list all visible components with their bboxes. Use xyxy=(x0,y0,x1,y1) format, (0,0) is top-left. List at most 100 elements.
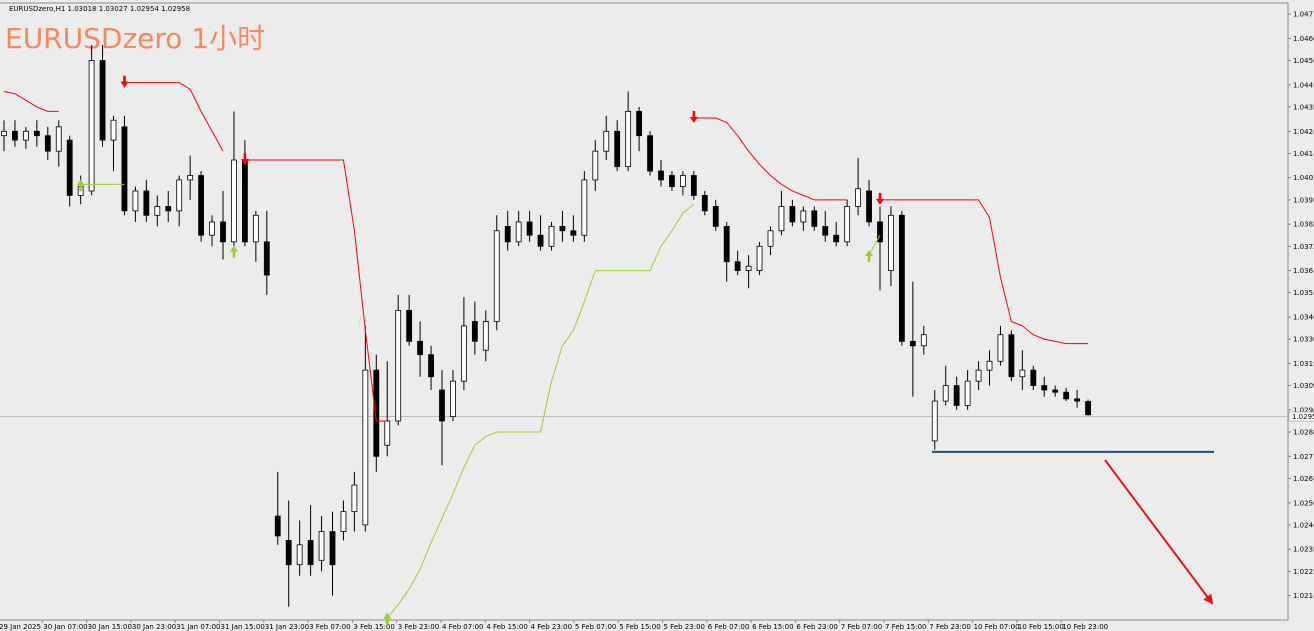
candle-body xyxy=(395,309,402,422)
y-tick-label: 1.0403 xyxy=(1293,174,1314,182)
candle-body xyxy=(986,360,993,371)
x-tick-label: 31 Jan 07:00 xyxy=(176,623,220,631)
candle-body xyxy=(723,225,730,263)
candle-body xyxy=(504,225,511,243)
y-tick-label: 1.0414 xyxy=(1293,150,1314,158)
candle-body xyxy=(66,139,73,196)
candle-body xyxy=(329,531,336,566)
candle-body xyxy=(1052,389,1059,393)
candle-body xyxy=(1063,391,1070,400)
y-tick-label: 1.0288 xyxy=(1293,429,1314,437)
candle-body xyxy=(811,210,818,227)
y-tick-label: 1.0393 xyxy=(1293,196,1314,204)
candle-body xyxy=(1030,369,1037,386)
y-tick-label: 1.0424 xyxy=(1293,128,1314,136)
candle-body xyxy=(88,60,95,192)
candle-body xyxy=(997,334,1004,362)
bid-label-box xyxy=(1288,411,1314,422)
candle-body xyxy=(800,210,807,223)
x-tick-label: 6 Feb 23:00 xyxy=(796,623,837,631)
candle-body xyxy=(12,130,18,141)
candle-body xyxy=(417,340,424,356)
candle-body xyxy=(690,175,697,196)
x-tick-label: 5 Feb 15:00 xyxy=(619,623,660,631)
bid-label: 1.0295 xyxy=(1292,413,1314,421)
candle-body xyxy=(406,309,413,342)
y-tick-label: 1.0309 xyxy=(1293,382,1314,390)
y-tick-label: 1.0298 xyxy=(1293,406,1314,414)
x-tick-label: 31 Jan 15:00 xyxy=(221,623,265,631)
y-tick-label: 1.0246 xyxy=(1293,521,1314,529)
candle-body xyxy=(33,130,40,137)
candle-body xyxy=(625,110,632,168)
candle-body xyxy=(975,369,982,382)
candle-body xyxy=(22,130,29,141)
x-tick-label: 10 Feb 23:00 xyxy=(1062,623,1108,631)
y-tick-label: 1.0267 xyxy=(1293,475,1314,483)
chart-title: EURUSDzero 1小时 xyxy=(5,22,265,55)
candle-body xyxy=(734,261,741,271)
candle-body xyxy=(899,214,905,342)
x-tick-label: 30 Jan 23:00 xyxy=(132,623,176,631)
lower_band-line xyxy=(386,203,695,619)
candle-body xyxy=(220,221,226,243)
header: EURUSDzero,H1 1.03018 1.03027 1.02954 1.… xyxy=(9,5,190,13)
buy-arrow xyxy=(76,179,85,192)
sell-arrow xyxy=(240,153,249,166)
candle-body xyxy=(778,206,785,232)
y-tick-label: 1.0445 xyxy=(1293,81,1314,89)
candle-body xyxy=(920,334,927,347)
candle-body xyxy=(526,221,533,236)
candle-body xyxy=(1019,369,1026,378)
candle-body xyxy=(1074,398,1080,402)
candle-body xyxy=(132,190,139,212)
candle-body xyxy=(537,234,544,247)
candle-body xyxy=(176,179,183,212)
x-tick-label: 3 Feb 15:00 xyxy=(353,623,394,631)
candle-body xyxy=(669,175,675,187)
sell-arrow xyxy=(120,75,129,88)
candle-body xyxy=(263,241,270,276)
x-tick-label: 10 Feb 15:00 xyxy=(1018,623,1064,631)
candle-body xyxy=(866,190,872,223)
candle-body xyxy=(362,369,369,526)
x-tick-label: 31 Jan 23:00 xyxy=(265,623,309,631)
y-tick-label: 1.0382 xyxy=(1293,221,1314,229)
candle-body xyxy=(964,380,971,406)
y-tick-label: 1.0477 xyxy=(1293,11,1314,19)
x-tick-label: 4 Feb 07:00 xyxy=(442,623,483,631)
x-tick-label: 30 Jan 15:00 xyxy=(88,623,132,631)
trend-arrow xyxy=(1104,459,1214,605)
y-tick-label: 1.0372 xyxy=(1293,243,1314,251)
candle-body xyxy=(274,515,281,537)
x-tick-label: 10 Feb 07:00 xyxy=(974,623,1020,631)
y-tick-label: 1.0225 xyxy=(1293,568,1314,576)
candle-body xyxy=(307,539,314,566)
x-tick-label: 7 Feb 23:00 xyxy=(929,623,970,631)
candle-body xyxy=(855,188,861,207)
sell-arrow xyxy=(689,110,698,123)
candle-body xyxy=(636,110,642,137)
candle-body xyxy=(493,230,500,322)
candle-body xyxy=(285,539,292,566)
candle-body xyxy=(44,135,51,152)
sell-arrow xyxy=(876,192,884,205)
buy-arrow xyxy=(865,250,874,263)
candle-body xyxy=(789,206,796,223)
buy-arrow xyxy=(229,245,238,258)
candle-body xyxy=(428,354,434,378)
candle-body xyxy=(482,321,489,351)
candle-body xyxy=(209,221,215,236)
candle-body xyxy=(55,126,62,152)
candle-body xyxy=(767,230,774,247)
upper_band-line xyxy=(244,159,388,422)
y-tick-label: 1.0256 xyxy=(1293,499,1314,507)
x-tick-label: 7 Feb 15:00 xyxy=(885,623,926,631)
candle-body xyxy=(581,179,588,236)
candle-body xyxy=(1,130,7,137)
candle-body xyxy=(942,385,949,402)
candle-body xyxy=(931,400,938,442)
